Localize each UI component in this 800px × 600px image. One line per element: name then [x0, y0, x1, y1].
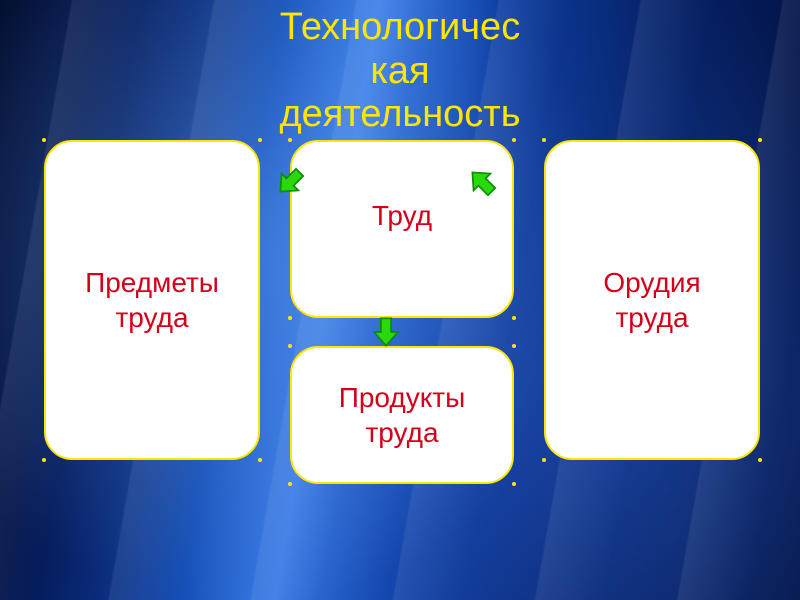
selection-dot: [512, 482, 516, 486]
selection-dot: [288, 482, 292, 486]
selection-dot: [542, 138, 546, 142]
selection-dot: [512, 316, 516, 320]
selection-dot: [258, 458, 262, 462]
selection-dot: [288, 344, 292, 348]
slide-title: Технологичес кая деятельность: [0, 6, 800, 137]
selection-dot: [288, 138, 292, 142]
box-label: Предметы труда: [85, 265, 219, 335]
box-tools-of-labor: Орудия труда: [544, 140, 760, 460]
box-subjects-of-labor: Предметы труда: [44, 140, 260, 460]
box-products-of-labor: Продукты труда: [290, 346, 514, 484]
box-label: Труд: [372, 198, 432, 233]
selection-dot: [42, 458, 46, 462]
slide-stage: Технологичес кая деятельность Предметы т…: [0, 0, 800, 600]
box-label: Орудия труда: [603, 265, 700, 335]
selection-dot: [288, 316, 292, 320]
arrow-top-to-bottom: [369, 315, 403, 349]
selection-dot: [758, 138, 762, 142]
selection-dot: [758, 458, 762, 462]
selection-dot: [542, 458, 546, 462]
selection-dot: [258, 138, 262, 142]
selection-dot: [512, 138, 516, 142]
selection-dot: [512, 344, 516, 348]
box-label: Продукты труда: [339, 380, 466, 450]
selection-dot: [42, 138, 46, 142]
